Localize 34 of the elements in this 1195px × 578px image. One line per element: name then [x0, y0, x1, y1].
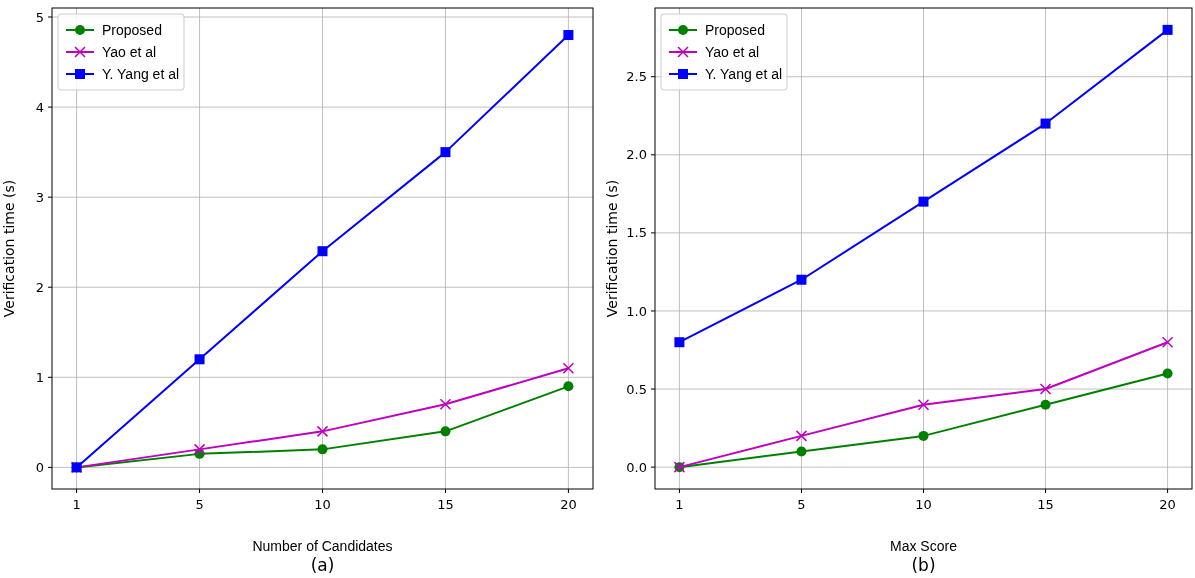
x-tick-label: 20 — [560, 497, 577, 512]
legend-label: Y. Yang et al — [705, 65, 783, 82]
x-tick-label: 1 — [675, 497, 684, 512]
x-axis-title: Number of Candidates — [252, 538, 393, 554]
text: (a) — [310, 555, 335, 575]
y-tick-label: 2.5 — [626, 69, 647, 85]
x-tick-label: 20 — [1159, 497, 1176, 512]
legend-label: Proposed — [705, 21, 765, 38]
y-tick-label: 1 — [35, 369, 44, 385]
y-tick-label: 3 — [35, 189, 44, 205]
y-axis-title: Verification time (s) — [604, 179, 620, 318]
x-tick-label: 10 — [314, 497, 331, 512]
y-tick-label: 2.0 — [626, 147, 647, 163]
x-tick-label: 5 — [797, 497, 806, 512]
x-tick-label: 5 — [195, 497, 204, 512]
y-tick-label: 0.0 — [626, 459, 647, 475]
legend-label: Yao et al — [705, 43, 760, 60]
y-tick-label: 1.5 — [626, 225, 647, 241]
legend-label: Proposed — [102, 21, 162, 38]
y-tick-label: 2 — [35, 279, 44, 295]
x-tick-label: 10 — [915, 497, 932, 512]
text: (b) — [911, 555, 936, 575]
x-tick-label: 15 — [437, 497, 454, 512]
y-tick-label: 1.0 — [626, 303, 647, 319]
y-axis-title: Verification time (s) — [1, 179, 17, 318]
y-tick-label: 0.5 — [626, 381, 647, 397]
x-tick-label: 1 — [72, 497, 81, 512]
x-axis-title: Max Score — [890, 538, 958, 554]
x-tick-label: 15 — [1037, 497, 1054, 512]
y-tick-label: 0 — [35, 459, 44, 475]
y-tick-label: 5 — [35, 9, 44, 25]
y-tick-label: 4 — [35, 99, 44, 115]
legend-label: Yao et al — [102, 43, 157, 60]
legend-label: Y. Yang et al — [102, 65, 180, 82]
